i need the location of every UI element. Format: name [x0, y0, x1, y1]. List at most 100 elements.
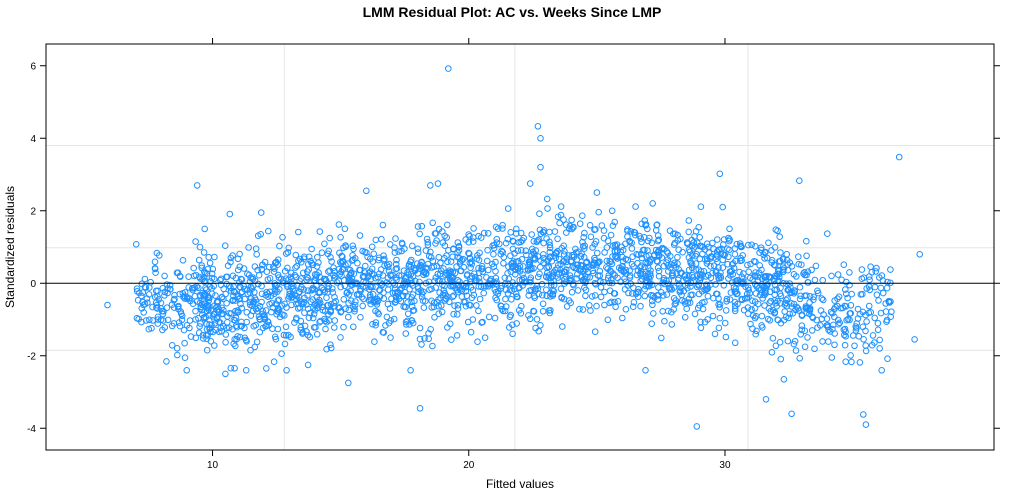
data-point	[834, 316, 842, 324]
data-point	[654, 296, 662, 303]
data-point	[697, 324, 705, 332]
data-point	[197, 292, 204, 300]
data-point	[703, 240, 711, 247]
data-point	[442, 295, 450, 303]
data-point	[795, 307, 803, 314]
y-tick-label: 2	[30, 206, 36, 217]
data-point	[494, 290, 502, 298]
data-point	[603, 264, 610, 271]
data-point	[138, 280, 146, 288]
data-point	[447, 268, 455, 276]
data-point	[626, 272, 634, 279]
data-point	[591, 292, 599, 299]
data-point	[328, 258, 335, 265]
data-point	[293, 282, 301, 289]
data-point	[391, 281, 399, 289]
data-point	[603, 257, 611, 265]
data-point-outlier	[363, 187, 370, 195]
data-point	[704, 292, 712, 300]
data-point	[796, 295, 804, 303]
data-point	[606, 299, 614, 307]
data-point	[485, 266, 492, 274]
data-point	[803, 271, 810, 279]
data-point	[237, 275, 245, 283]
data-point	[714, 290, 721, 298]
data-point	[447, 258, 455, 265]
data-point	[808, 327, 816, 334]
gridlines	[46, 44, 994, 450]
data-point	[565, 297, 573, 304]
data-point-outlier	[916, 251, 924, 258]
data-point	[842, 333, 850, 340]
data-point	[645, 264, 652, 272]
data-point	[456, 254, 463, 262]
data-point	[871, 283, 879, 291]
data-point	[281, 300, 288, 308]
data-point	[201, 225, 208, 233]
data-point	[327, 344, 335, 352]
data-point	[626, 237, 633, 245]
data-point	[383, 279, 391, 286]
data-point	[740, 278, 747, 285]
data-point	[501, 274, 509, 282]
data-point	[439, 281, 446, 289]
data-point	[711, 330, 719, 338]
data-point	[431, 314, 438, 321]
data-point	[637, 302, 644, 310]
data-point	[716, 314, 724, 322]
data-point	[309, 314, 317, 322]
data-point	[366, 268, 374, 276]
data-point	[848, 358, 855, 366]
data-point	[181, 289, 189, 296]
data-point	[499, 225, 506, 232]
data-point	[196, 273, 203, 281]
data-point	[429, 257, 437, 265]
data-point	[857, 291, 865, 298]
data-point	[548, 257, 556, 265]
data-point	[205, 253, 212, 261]
data-point	[873, 264, 880, 272]
data-point	[619, 314, 626, 322]
data-point	[620, 267, 628, 275]
data-point	[416, 230, 424, 238]
data-point	[275, 296, 283, 304]
data-point	[630, 284, 637, 292]
data-point	[444, 324, 451, 331]
data-point	[498, 247, 505, 255]
data-point	[268, 299, 276, 307]
data-point	[380, 257, 387, 264]
data-point	[765, 239, 772, 247]
data-point	[702, 286, 710, 294]
data-point	[720, 241, 727, 248]
data-point	[537, 263, 544, 271]
data-point	[775, 267, 783, 275]
data-point	[528, 231, 536, 238]
data-point	[360, 295, 367, 303]
data-point	[494, 225, 502, 232]
data-point	[771, 281, 779, 288]
data-point	[175, 302, 182, 310]
data-point	[638, 220, 646, 228]
data-point	[304, 305, 312, 313]
data-point	[560, 251, 568, 258]
data-point	[408, 294, 416, 301]
data-point	[151, 258, 159, 266]
data-point	[281, 267, 289, 275]
data-point	[146, 284, 153, 291]
data-point	[795, 260, 803, 268]
data-point	[840, 261, 848, 269]
data-point	[476, 249, 483, 257]
data-point	[593, 302, 600, 310]
data-point	[349, 252, 356, 259]
data-point	[769, 307, 777, 314]
data-point	[508, 296, 515, 303]
data-point	[586, 222, 594, 229]
data-point	[296, 288, 303, 296]
data-point	[190, 285, 197, 292]
data-point	[856, 359, 864, 366]
data-point	[712, 281, 719, 288]
data-point	[392, 235, 399, 242]
data-point	[449, 293, 457, 301]
data-point	[699, 305, 707, 313]
data-point	[311, 271, 319, 278]
